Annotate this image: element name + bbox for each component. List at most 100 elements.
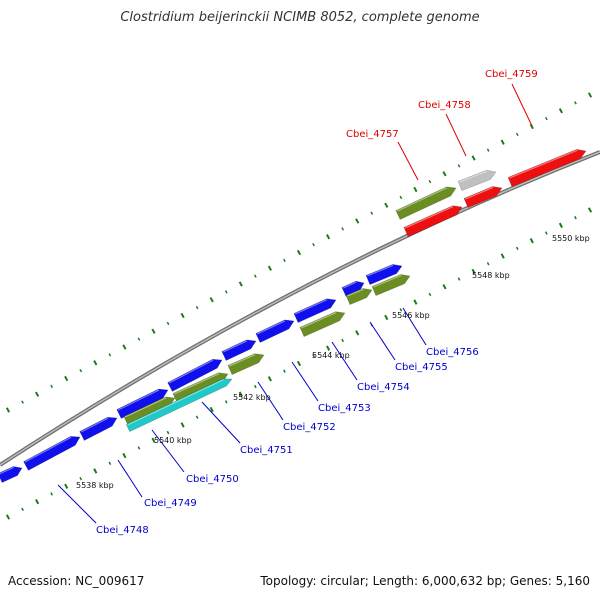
inner-tick [428,292,432,297]
outer-tick [384,202,389,208]
outer-tick [587,92,593,98]
inner-tick [413,299,418,305]
accession-text: Accession: NC_009617 [8,574,145,588]
outer-tick [224,290,228,294]
gene-green-4755b[interactable] [345,285,374,306]
gene-label-cbei4758[interactable]: Cbei_4758 [418,100,471,111]
scale-label-5544: 5544 kbp [312,351,350,360]
inner-tick [457,277,461,281]
inner-tick [500,253,505,259]
leader-4751 [201,401,241,444]
inner-tick [180,422,185,428]
tick-marks [5,92,593,520]
leader-4757 [397,141,419,181]
inner-tick [137,446,141,450]
gene-blue-1[interactable] [0,463,24,483]
inner-tick [224,400,228,404]
outer-tick [283,258,286,263]
inner-tick [64,483,69,489]
gene-blue-6[interactable] [221,336,258,361]
outer-tick [457,164,461,168]
gene-green-4756[interactable] [371,271,412,297]
gene-label-cbei4748[interactable]: Cbei_4748 [96,525,149,536]
gene-red-4757[interactable] [403,202,464,237]
outer-tick [195,305,199,310]
leader-lines [57,83,533,524]
gene-grey-4758[interactable] [457,167,498,192]
inner-tick [312,354,315,358]
inner-tick [35,498,40,505]
inner-tick [267,376,272,382]
outer-tick [413,186,418,193]
outer-tick [544,116,548,121]
gene-green-4752[interactable] [227,350,266,375]
gene-cyan-4751[interactable] [125,375,233,433]
gene-label-cbei4750[interactable]: Cbei_4750 [186,474,239,485]
outer-tick [267,265,272,271]
outer-tick [253,274,257,278]
outer-tick [341,227,345,231]
outer-tick [151,328,156,334]
leader-4754 [331,341,358,381]
gene-blue-3[interactable] [79,414,120,441]
outer-tick [558,108,563,114]
inner-tick [558,222,563,229]
outer-tick [93,360,98,366]
gene-blue-9[interactable] [341,278,366,297]
outer-tick [209,297,214,303]
outer-tick [5,407,11,413]
gene-label-cbei4756[interactable]: Cbei_4756 [426,347,479,358]
inner-tick [5,514,11,520]
leader-4750 [151,429,185,473]
gene-blue-2[interactable] [23,433,83,471]
gene-blue-10[interactable] [365,261,404,286]
outer-tick [486,148,490,152]
gene-green-4755[interactable] [299,308,347,337]
outer-tick [515,132,519,137]
inner-tick [108,461,112,465]
leader-4749 [117,459,143,498]
inner-tick [166,430,170,435]
outer-tick [355,218,360,224]
gene-blue-8[interactable] [293,295,338,323]
outer-tick [21,400,24,404]
genome-backbone [0,150,600,467]
inner-tick [341,338,345,343]
gene-label-cbei4759[interactable]: Cbei_4759 [485,69,538,80]
leader-4753 [291,361,319,402]
inner-tick [486,262,490,266]
gene-green-4757[interactable] [395,183,458,220]
leader-4748 [57,484,97,524]
gene-label-cbei4751[interactable]: Cbei_4751 [240,445,293,456]
inner-tick [399,308,403,312]
inner-tick [253,384,257,389]
gene-label-cbei4755[interactable]: Cbei_4755 [395,362,448,373]
scale-label-5540: 5540 kbp [154,436,192,445]
inner-tick [296,360,302,367]
leader-4756 [402,307,427,346]
outer-tick [166,321,170,326]
scale-label-5546: 5546 kbp [392,311,430,320]
gene-red-4758[interactable] [463,183,504,209]
gene-red-4759[interactable] [507,146,588,188]
gene-blue-4[interactable] [116,386,170,419]
gene-label-cbei4752[interactable]: Cbei_4752 [283,422,336,433]
inner-tick [442,284,447,290]
gene-blue-7[interactable] [255,316,296,343]
gene-label-cbei4754[interactable]: Cbei_4754 [357,382,410,393]
gene-blue-5[interactable] [167,356,225,392]
inner-tick [355,330,360,336]
inner-tick [209,406,214,413]
inner-tick [529,238,534,244]
outer-tick [108,353,112,357]
scale-label-5550: 5550 kbp [552,234,590,243]
outer-tick [137,337,141,341]
inner-tick [238,391,243,397]
inner-tick [50,492,54,496]
outer-tick [428,179,432,184]
gene-label-cbei4753[interactable]: Cbei_4753 [318,403,371,414]
gene-label-cbei4757[interactable]: Cbei_4757 [346,129,399,140]
gene-label-cbei4749[interactable]: Cbei_4749 [144,498,197,509]
outer-tick [238,281,243,287]
